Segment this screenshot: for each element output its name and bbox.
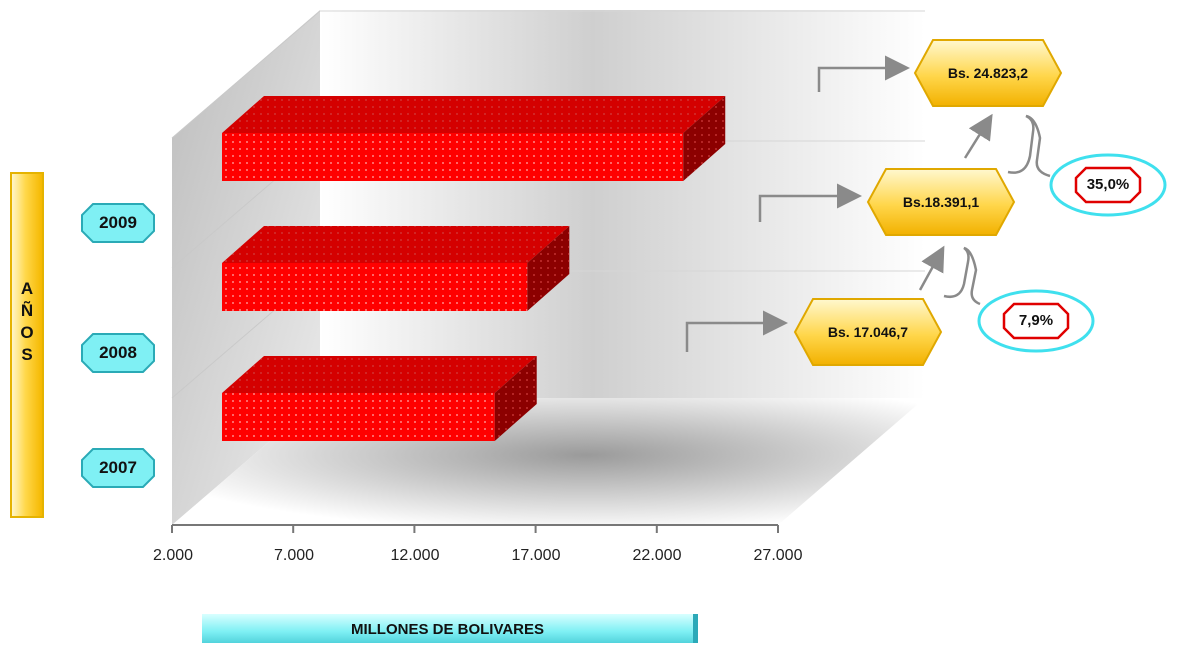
growth-label-2008: 7,9% <box>976 288 1096 354</box>
bar-top-texture <box>222 226 569 263</box>
category-label-2009: 2009 <box>81 203 155 243</box>
x-tick-label: 17.000 <box>496 547 576 565</box>
x-axis-title-text: MILLONES DE BOLIVARES <box>202 614 693 646</box>
y-axis-title-text: A Ñ O S <box>12 278 42 366</box>
bar-front-texture <box>222 133 683 181</box>
category-label-text: 2007 <box>81 448 155 488</box>
bar-front-texture <box>222 393 495 441</box>
x-tick-label: 7.000 <box>254 547 334 565</box>
x-tick-label: 2.000 <box>133 547 213 565</box>
data-label-text: Bs.18.391,1 <box>866 167 1016 237</box>
data-label-text: Bs. 17.046,7 <box>793 297 943 367</box>
bar-top-texture <box>222 96 725 133</box>
data-label-text: Bs. 24.823,2 <box>913 38 1063 108</box>
x-axis-title: MILLONES DE BOLIVARES <box>202 614 698 643</box>
bar-front-texture <box>222 263 527 311</box>
bar-2007 <box>222 356 537 441</box>
x-axis <box>172 525 778 533</box>
x-tick-label: 12.000 <box>375 547 455 565</box>
category-label-2007: 2007 <box>81 448 155 488</box>
x-tick-label: 22.000 <box>617 547 697 565</box>
data-label-2008: Bs.18.391,1 <box>866 167 1016 237</box>
category-label-text: 2008 <box>81 333 155 373</box>
category-label-text: 2009 <box>81 203 155 243</box>
growth-arrow <box>965 118 990 158</box>
data-label-2009: Bs. 24.823,2 <box>913 38 1063 108</box>
growth-brace <box>944 248 980 304</box>
growth-label-text: 35,0% <box>1048 152 1168 218</box>
data-label-2007: Bs. 17.046,7 <box>793 297 943 367</box>
bar-2009 <box>222 96 725 181</box>
growth-label-2009: 35,0% <box>1048 152 1168 218</box>
growth-label-text: 7,9% <box>976 288 1096 354</box>
bar-top-texture <box>222 356 537 393</box>
bar-2008 <box>222 226 569 311</box>
y-axis-title: A Ñ O S <box>10 172 44 518</box>
category-label-2008: 2008 <box>81 333 155 373</box>
x-tick-label: 27.000 <box>738 547 818 565</box>
